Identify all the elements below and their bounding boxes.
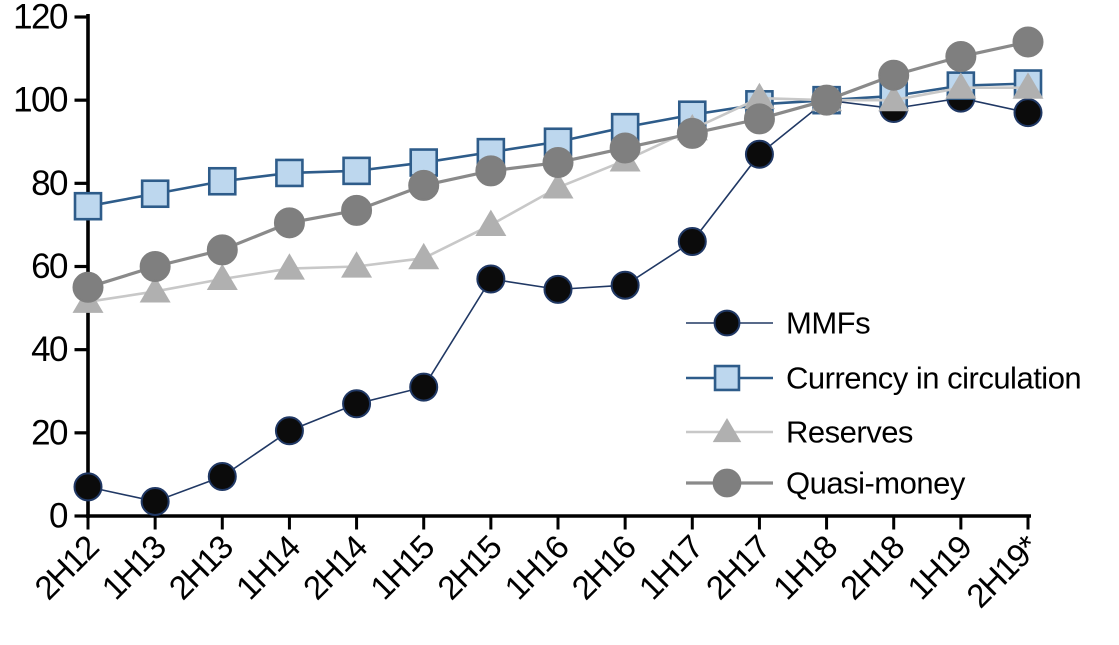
x-axis: 2H121H132H131H142H141H152H151H162H161H17… [27,514,1046,615]
data-point-reserves-1h19 [945,72,977,99]
data-point-reserves-2h17 [743,82,775,110]
x-tick-label: 1H15 [363,529,441,607]
triangle-marker-icon [712,417,742,443]
x-tick-label: 2H12 [27,529,105,607]
x-tick-label: 2H14 [296,528,375,607]
data-point-currency-in-circulation-2h12 [73,191,103,221]
data-point-mmfs-2h17 [744,139,774,169]
y-tick-label: 0 [49,497,68,536]
circle-marker-icon [713,309,741,337]
data-point-quasi-money-2h13 [206,234,238,266]
data-point-mmfs-1h16 [543,274,573,304]
legend-item-currency-in-circulation: Currency in circulation [686,361,1082,396]
data-point-mmfs-1h15 [409,372,439,402]
data-point-quasi-money-2h14 [341,194,373,226]
x-tick-label: 1H17 [632,529,710,607]
legend: MMFs Currency in circulation Reserves Quasi… [686,306,1082,501]
y-tick-label: 40 [31,330,68,369]
data-point-currency-in-circulation-2h13 [207,166,237,196]
legend-item-reserves: Reserves [686,415,913,450]
y-tick-label: 80 [31,164,68,203]
data-point-mmfs-2h14 [342,389,372,419]
data-point-quasi-money-2h19 [1012,26,1044,58]
data-point-mmfs-2h13 [207,461,237,491]
data-point-quasi-money-1h19 [945,41,977,73]
data-point-quasi-money-1h14 [273,207,305,239]
y-axis: 0 20 40 60 80 100 120 [13,0,90,536]
data-point-quasi-money-2h15 [475,155,507,187]
x-tick-label: 2H13 [162,529,240,607]
data-point-reserves-2h18 [878,84,910,112]
circle-marker-icon [712,468,742,498]
y-tick-label: 100 [13,81,68,120]
x-tick-label: 1H13 [94,529,172,607]
data-point-quasi-money-1h16 [542,147,574,179]
data-point-quasi-money-2h12 [72,271,104,303]
data-point-mmfs-2h19 [1013,98,1043,128]
x-tick-label: 1H18 [766,529,844,607]
legend-label: Reserves [786,415,913,450]
data-point-mmfs-2h16 [610,270,640,300]
data-point-quasi-money-1h18 [811,84,843,116]
data-point-reserves-1h16 [542,172,574,199]
legend-item-mmfs: MMFs [686,306,871,341]
data-point-currency-in-circulation-1h13 [140,179,170,209]
data-point-quasi-money-2h17 [743,103,775,135]
data-point-quasi-money-2h18 [878,59,910,91]
data-point-mmfs-1h14 [274,416,304,446]
legend-label: MMFs [786,306,870,341]
series-mmfs [73,83,1043,516]
data-point-quasi-money-1h15 [408,169,440,201]
x-tick-label: 1H14 [229,528,308,607]
data-point-quasi-money-2h16 [609,132,641,164]
y-tick-label: 120 [13,0,68,37]
x-tick-label: 2H18 [833,529,911,607]
data-point-reserves-2h19 [1012,72,1044,99]
data-point-currency-in-circulation-2h14 [342,156,371,186]
x-tick-label: 1H16 [497,529,575,607]
data-point-currency-in-circulation-1h14 [275,158,304,188]
data-point-reserves-1h14 [273,253,305,280]
data-point-quasi-money-1h17 [676,117,708,149]
legend-label: Currency in circulation [786,361,1081,396]
series-reserves [72,72,1044,313]
y-tick-label: 60 [31,247,68,286]
legend-label: Quasi-money [786,466,966,501]
x-tick-label: 2H17 [699,529,777,607]
data-point-reserves-1h13 [139,276,171,303]
series-quasi-money [72,26,1044,303]
square-marker-icon [713,364,741,392]
data-point-mmfs-2h12 [73,472,103,502]
data-point-reserves-2h13 [206,263,238,291]
x-tick-label: 2H19* [959,528,1046,615]
x-tick-label: 2H15 [430,529,508,607]
legend-item-quasi-money: Quasi-money [686,466,966,501]
x-tick-label: 2H16 [564,529,642,607]
data-point-mmfs-1h13 [140,486,170,516]
data-point-quasi-money-1h13 [139,251,171,282]
data-point-mmfs-1h17 [677,227,707,257]
data-point-reserves-2h15 [475,209,507,236]
data-point-reserves-1h15 [408,242,440,270]
data-point-reserves-2h14 [341,251,373,278]
data-point-mmfs-2h15 [476,264,506,294]
y-tick-label: 20 [31,413,68,452]
